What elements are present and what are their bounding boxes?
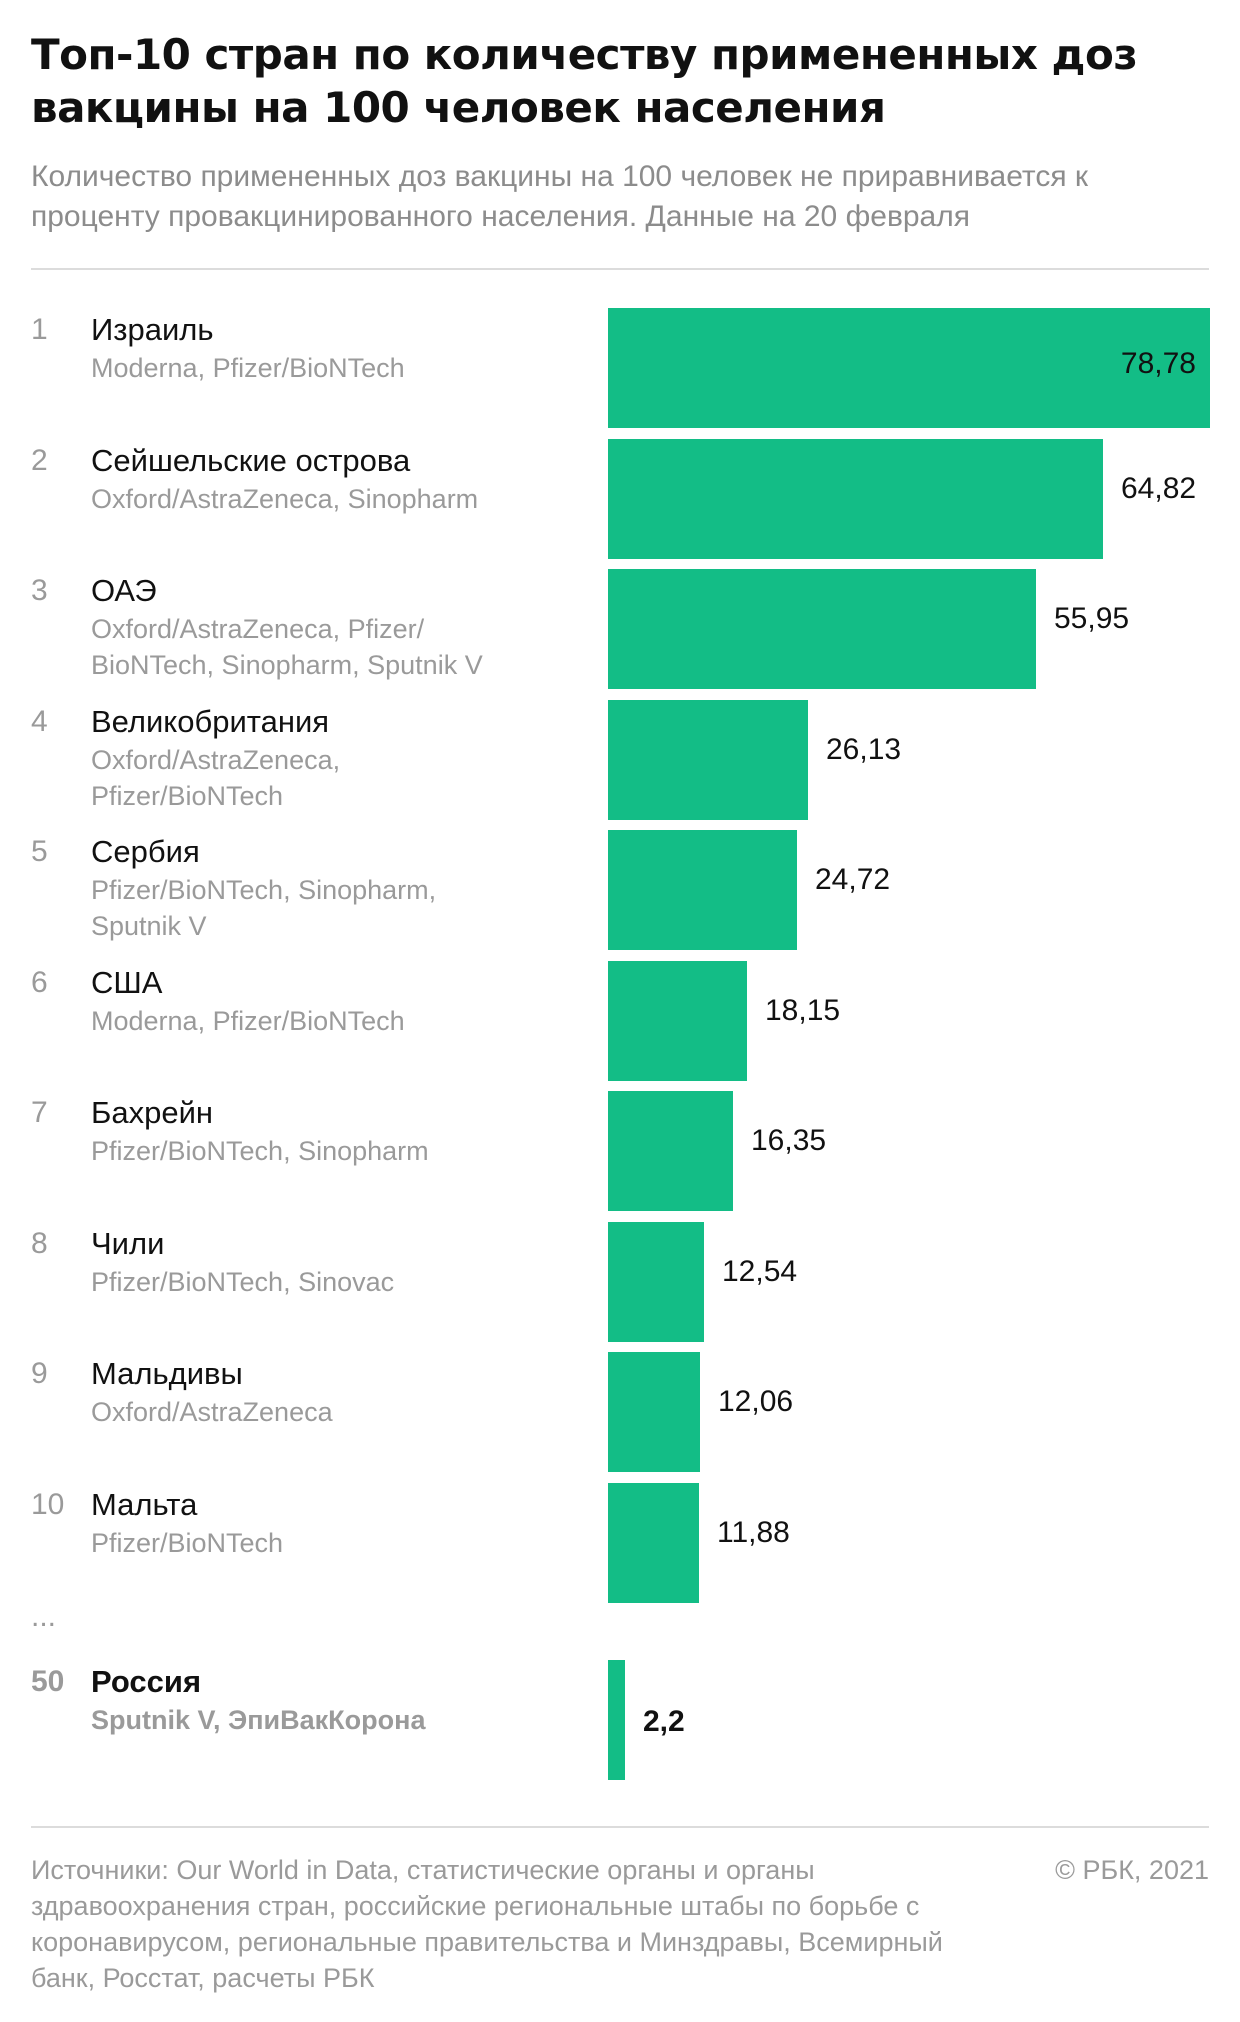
country-label: Великобритания (91, 703, 330, 739)
chart-row-5: 5 Сербия Pfizer/BioNTech, Sinopharm, Sputn… (0, 830, 1240, 950)
value-label: 26,13 (826, 732, 902, 766)
country-label: Россия (91, 1664, 202, 1699)
bar (608, 1482, 699, 1603)
bar (608, 699, 808, 820)
bar (608, 960, 747, 1081)
page-subtitle: Количество примененных доз вакцины на 10… (31, 160, 1089, 233)
country-label: США (91, 964, 163, 1000)
rank-label: 8 (31, 1226, 48, 1260)
bar (608, 1352, 700, 1472)
bar (608, 438, 1103, 559)
source-note: Источники: Our World in Data, статистиче… (31, 1855, 943, 1993)
vaccines-label: Pfizer/BioNTech, Sinopharm (91, 1136, 429, 1166)
rank-label: 50 (31, 1665, 65, 1698)
chart-row-7: 7 Бахрейн Pfizer/BioNTech, Sinopharm 16,35 (0, 1091, 1240, 1211)
vaccines-label: Sputnik V, ЭпиВакКорона (91, 1705, 426, 1735)
country-label: Бахрейн (91, 1095, 214, 1130)
top-divider (31, 268, 1209, 270)
bar-chart: 1 Израиль Moderna, Pfizer/BioNTech 78,78 2 Се… (0, 308, 1240, 1780)
bar (608, 1091, 733, 1211)
value-label: 12,06 (718, 1385, 794, 1418)
rank-label: 7 (31, 1096, 48, 1129)
value-label: 2,2 (643, 1705, 685, 1738)
copyright: © РБК, 2021 (1055, 1855, 1209, 1885)
vaccines-label: Oxford/AstraZeneca, Pfizer/ BioNTech, Si… (91, 614, 483, 680)
value-label: 55,95 (1054, 602, 1130, 635)
country-label: Мальта (91, 1486, 198, 1522)
country-label: Мальдивы (91, 1356, 243, 1391)
value-label: 12,54 (722, 1254, 798, 1288)
rank-label: 5 (31, 835, 48, 868)
value-label: 16,35 (751, 1124, 827, 1157)
vaccines-label: Pfizer/BioNTech (91, 1527, 284, 1558)
rank-label: 10 (31, 1487, 65, 1521)
vaccines-label: Pfizer/BioNTech, Sinopharm, Sputnik V (91, 875, 437, 941)
rank-label: 2 (31, 443, 48, 477)
vaccines-label: Moderna, Pfizer/BioNTech (91, 1005, 405, 1036)
rank-label: 9 (31, 1357, 48, 1390)
bar (608, 1660, 625, 1780)
bar (608, 830, 797, 950)
bottom-divider (31, 1826, 1209, 1828)
value-label: 18,15 (765, 993, 841, 1027)
country-label: ОАЭ (91, 573, 157, 608)
vaccines-label: Oxford/AstraZeneca, Sinopharm (91, 483, 479, 514)
value-label: 11,88 (717, 1515, 790, 1549)
chart-row-6: 6 США Moderna, Pfizer/BioNTech 18,15 (0, 960, 1240, 1081)
chart-row-4: 4 Великобритания Oxford/AstraZeneca, Pfize… (0, 699, 1240, 820)
bar (608, 308, 1210, 428)
chart-row-8: 8 Чили Pfizer/BioNTech, Sinovac 12,54 (0, 1221, 1240, 1342)
rows-ellipsis: ... (31, 1600, 57, 1633)
value-label: 64,82 (1121, 471, 1197, 505)
vaccines-label: Oxford/AstraZeneca (91, 1397, 333, 1427)
rank-label: 1 (31, 313, 48, 346)
chart-row-2: 2 Сейшельские острова Oxford/AstraZeneca, … (0, 438, 1240, 559)
value-label: 24,72 (815, 863, 891, 896)
vaccines-label: Oxford/AstraZeneca, Pfizer/BioNTech (91, 744, 341, 811)
vaccines-label: Pfizer/BioNTech, Sinovac (91, 1266, 395, 1297)
chart-row-50: 50 Россия Sputnik V, ЭпиВакКорона 2,2 (0, 1660, 1240, 1780)
chart-row-1: 1 Израиль Moderna, Pfizer/BioNTech 78,78 (0, 308, 1240, 428)
country-label: Сейшельские острова (91, 442, 411, 478)
rank-label: 3 (31, 574, 48, 607)
vaccines-label: Moderna, Pfizer/BioNTech (91, 353, 405, 383)
country-label: Чили (91, 1225, 165, 1261)
country-label: Сербия (91, 834, 200, 869)
value-label: 78,78 (1120, 347, 1196, 380)
chart-row-10: 10 Мальта Pfizer/BioNTech 11,88 (0, 1482, 1240, 1603)
chart-row-9: 9 Мальдивы Oxford/AstraZeneca 12,06 (0, 1352, 1240, 1472)
rank-label: 4 (31, 704, 48, 738)
bar (608, 1221, 704, 1342)
bar (608, 569, 1036, 689)
chart-row-3: 3 ОАЭ Oxford/AstraZeneca, Pfizer/ BioNTech… (0, 569, 1240, 689)
country-label: Израиль (91, 312, 214, 347)
page-title: Топ-10 стран по количеству примененных д… (31, 30, 1138, 132)
rank-label: 6 (31, 965, 48, 999)
